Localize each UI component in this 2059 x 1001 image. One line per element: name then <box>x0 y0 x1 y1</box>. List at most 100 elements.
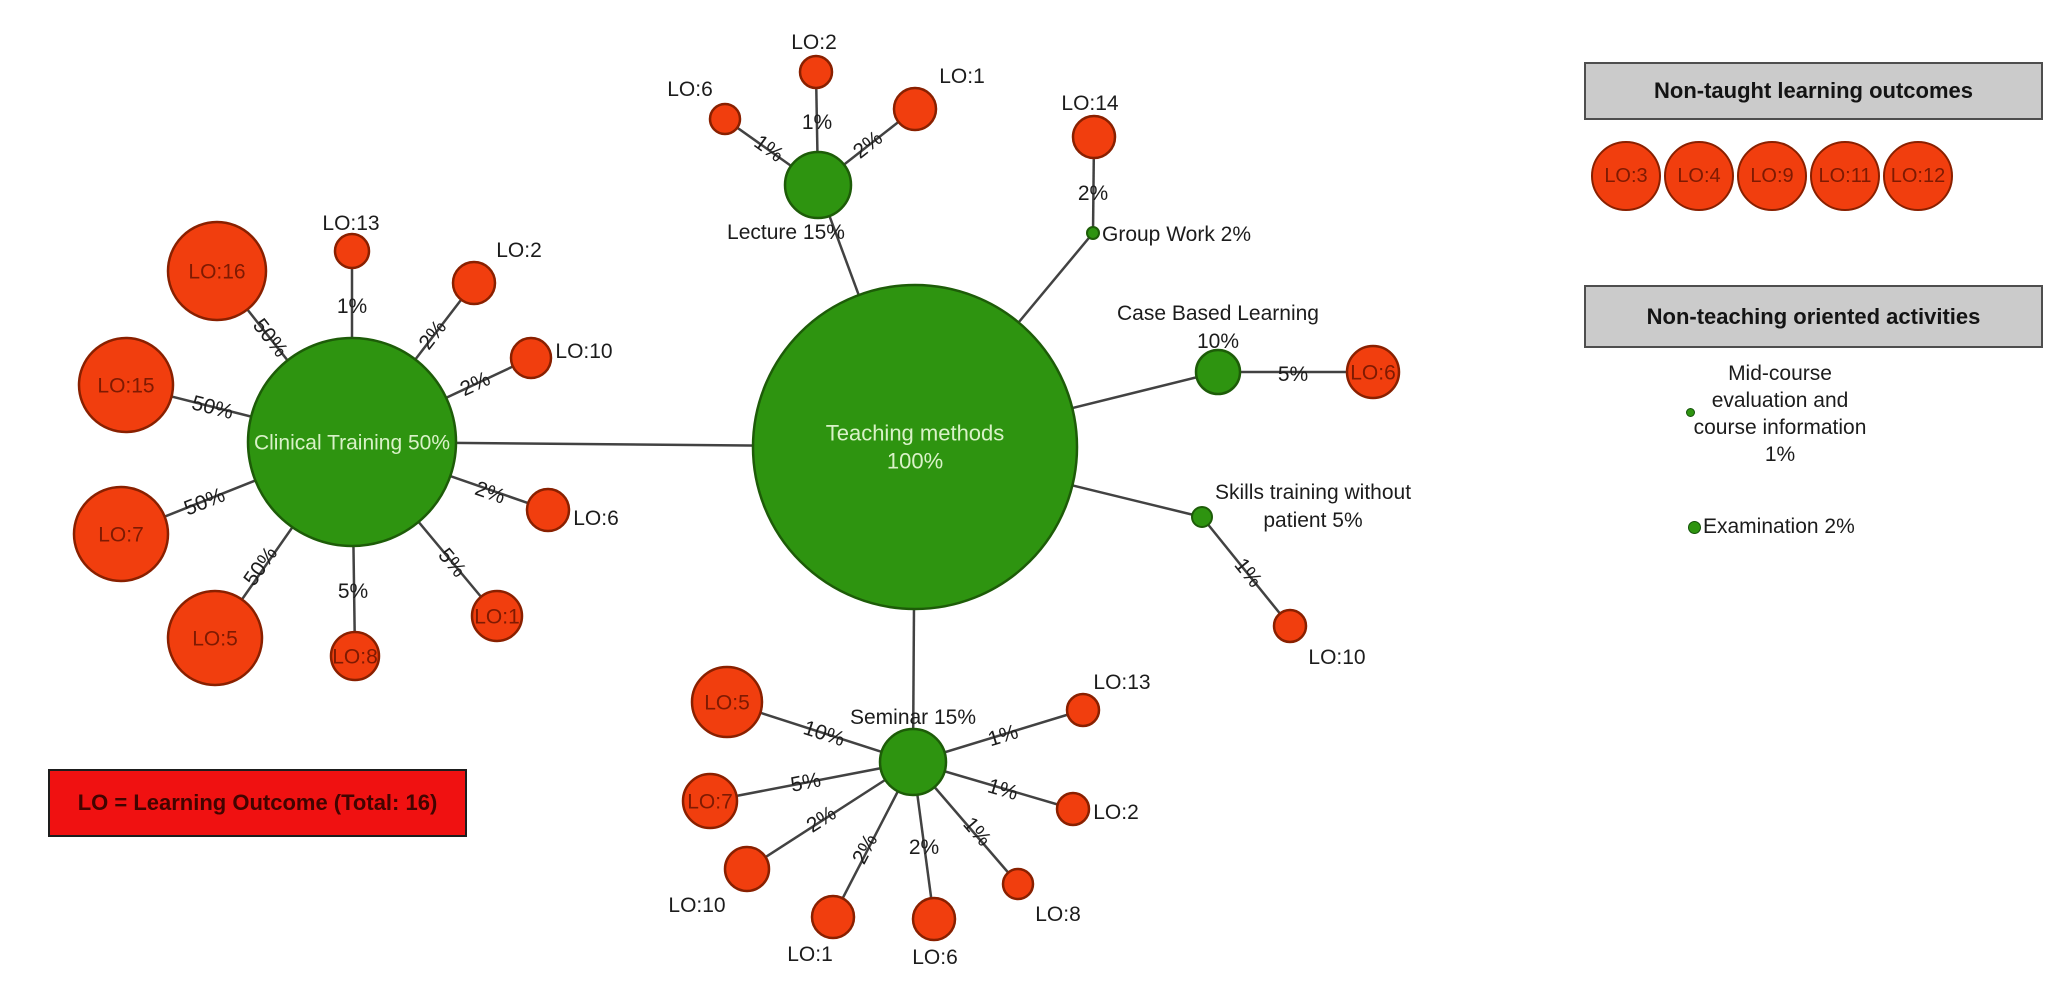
outcome-node-lec_lo6 <box>708 102 742 136</box>
method-node-groupwork <box>1086 226 1100 240</box>
outcome-node-sem_lo6 <box>911 896 957 942</box>
non-taught-outcome-circle: LO:9 <box>1737 141 1807 211</box>
edge-weight-label-clinical-cl_lo8: 5% <box>338 580 368 603</box>
graph-edge-seminar-sem_lo7 <box>709 760 914 803</box>
edge-weight-label-seminar-sem_lo13: 1% <box>985 720 1021 751</box>
non-teaching-activities-header: Non-teaching oriented activities <box>1584 285 2043 348</box>
node-label-groupwork: Group Work 2% <box>1102 223 1251 246</box>
node-label-cl_lo15: LO:15 <box>97 374 154 397</box>
mid-course-evaluation-line: evaluation and <box>1711 389 1849 412</box>
edge-weight-label-lecture-lec_lo6: 1% <box>750 131 788 167</box>
edge-weight-label-seminar-sem_lo10: 2% <box>802 802 840 838</box>
node-label-sem_lo8: LO:8 <box>1035 903 1081 926</box>
node-label-skills: Skills training without patient 5% <box>1215 481 1411 532</box>
node-label-cbl: Case Based Learning 10% <box>1117 302 1319 353</box>
node-label-lec_lo1: LO:1 <box>939 65 985 88</box>
outcome-node-sem_lo1 <box>810 894 856 940</box>
non-taught-outcome-circle: LO:12 <box>1883 141 1953 211</box>
non-taught-outcome-circle: LO:3 <box>1591 141 1661 211</box>
node-label-seminar: Seminar 15% <box>850 706 976 729</box>
method-node-seminar <box>878 727 948 797</box>
outcome-node-gw_lo14 <box>1071 114 1117 160</box>
node-label-cl_lo2: LO:2 <box>496 239 542 262</box>
node-label-sem_lo5: LO:5 <box>704 691 750 714</box>
edge-weight-label-clinical-cl_lo16: 50% <box>248 314 292 361</box>
edge-weight-label-lecture-lec_lo2: 1% <box>802 111 832 134</box>
node-label-teaching: Teaching methods 100% <box>826 421 1005 474</box>
outcome-node-sem_lo2 <box>1055 791 1091 827</box>
edge-weight-label-seminar-sem_lo5: 10% <box>800 716 847 751</box>
method-node-teaching <box>751 283 1079 611</box>
mid-course-evaluation-line: 1% <box>1764 443 1796 466</box>
examination-line: Examination 2% <box>1703 515 1855 538</box>
nodes-layer <box>72 54 1401 942</box>
node-label-cl_lo5: LO:5 <box>192 627 238 650</box>
method-node-cbl <box>1194 348 1242 396</box>
node-label-cl_lo16: LO:16 <box>188 260 245 283</box>
non-taught-outcomes-header: Non-taught learning outcomes <box>1584 62 2043 120</box>
edge-weight-label-clinical-cl_lo7: 50% <box>181 484 229 521</box>
node-label-cl_lo1: LO:1 <box>474 605 520 628</box>
node-label-cl_lo13: LO:13 <box>322 212 379 235</box>
mid-course-evaluation-line: course information <box>1693 416 1867 439</box>
non-taught-outcomes-row: LO:3 LO:4 LO:9 LO:11 LO:12 <box>1591 141 1953 211</box>
edge-weight-label-seminar-sem_lo7: 5% <box>789 768 823 796</box>
outcome-node-lec_lo2 <box>798 54 834 90</box>
outcome-node-cl_lo7 <box>72 485 170 583</box>
node-label-cl_lo7: LO:7 <box>98 523 144 546</box>
outcome-node-lec_lo1 <box>892 86 938 132</box>
mid-course-evaluation-line: Mid-course <box>1728 362 1832 385</box>
node-label-sem_lo2: LO:2 <box>1093 801 1139 824</box>
edge-weight-label-groupwork-gw_lo14: 2% <box>1078 182 1108 205</box>
node-label-gw_lo14: LO:14 <box>1061 92 1119 115</box>
non-taught-outcome-circle: LO:4 <box>1664 141 1734 211</box>
mid-course-evaluation-dot-icon <box>1686 408 1695 417</box>
outcome-node-sem_lo13 <box>1065 692 1101 728</box>
edge-weight-label-clinical-cl_lo6: 2% <box>472 477 508 509</box>
edge-weight-label-seminar-sem_lo1: 2% <box>848 830 882 868</box>
outcome-node-sem_lo5 <box>690 665 764 739</box>
node-label-cl_lo6: LO:6 <box>573 507 619 530</box>
edge-weight-label-clinical-cl_lo13: 1% <box>337 295 367 318</box>
edge-weight-label-seminar-sem_lo8: 1% <box>958 813 995 851</box>
node-label-sem_lo13: LO:13 <box>1093 671 1150 694</box>
method-node-clinical <box>246 336 458 548</box>
outcome-node-cl_lo15 <box>77 336 175 434</box>
node-label-lec_lo6: LO:6 <box>667 78 713 101</box>
outcome-node-sem_lo8 <box>1001 867 1035 901</box>
edge-weight-label-seminar-sem_lo2: 1% <box>985 774 1021 805</box>
node-label-sem_lo7: LO:7 <box>687 790 733 813</box>
edge-weight-label-clinical-cl_lo10: 2% <box>457 367 494 401</box>
node-label-cbl_lo6: LO:6 <box>1350 361 1396 384</box>
node-label-cl_lo10: LO:10 <box>555 340 612 363</box>
node-label-lecture: Lecture 15% <box>727 221 845 244</box>
examination-dot-icon <box>1688 521 1701 534</box>
outcome-node-cl_lo10 <box>509 336 553 380</box>
edge-weight-label-cbl-cbl_lo6: 5% <box>1278 363 1308 386</box>
method-node-skills <box>1191 506 1213 528</box>
learning-outcome-legend: LO = Learning Outcome (Total: 16) <box>48 769 467 837</box>
mid-course-evaluation-label: Mid-course evaluation and course informati… <box>1655 360 1905 468</box>
node-label-cl_lo8: LO:8 <box>332 645 378 668</box>
outcome-node-cl_lo1 <box>470 589 524 643</box>
outcome-node-sk_lo10 <box>1272 608 1308 644</box>
graph-edge-skills-sk_lo10 <box>1201 516 1291 627</box>
examination-label: Examination 2% <box>1703 514 1855 540</box>
outcome-node-cl_lo5 <box>166 589 264 687</box>
outcome-node-sem_lo7 <box>681 772 739 830</box>
method-node-lecture <box>783 150 853 220</box>
node-label-sem_lo10: LO:10 <box>668 894 725 917</box>
node-label-sk_lo10: LO:10 <box>1308 646 1365 669</box>
outcome-node-cl_lo6 <box>525 487 571 533</box>
outcome-node-cl_lo2 <box>451 260 497 306</box>
edge-weight-label-seminar-sem_lo6: 2% <box>909 836 939 859</box>
edge-weight-label-clinical-cl_lo15: 50% <box>189 391 235 424</box>
node-label-sem_lo1: LO:1 <box>787 943 833 966</box>
outcome-node-cl_lo8 <box>329 630 381 682</box>
node-label-clinical: Clinical Training 50% <box>254 431 450 454</box>
node-label-sem_lo6: LO:6 <box>912 946 958 969</box>
outcome-node-sem_lo10 <box>723 845 771 893</box>
outcome-node-cl_lo16 <box>166 220 268 322</box>
